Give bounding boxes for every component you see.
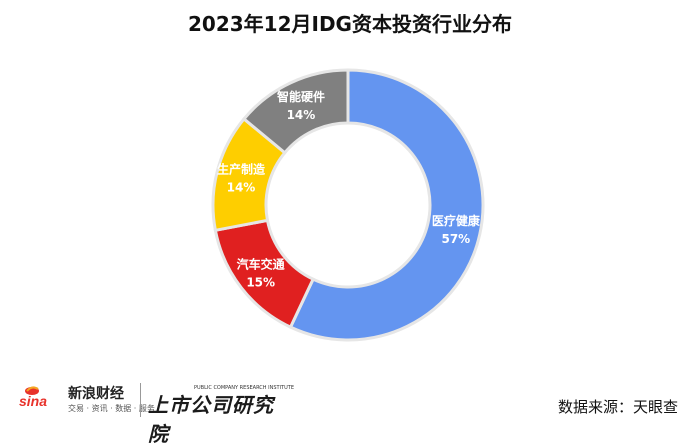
slice-value-4: 14%: [287, 108, 316, 122]
donut-chart: 医疗健康 57% 汽车交通 15% 生产制造 14% 智能硬件 14%: [211, 68, 485, 342]
slice-value-3: 14%: [227, 181, 256, 195]
chart-title: 2023年12月IDG资本投资行业分布: [188, 12, 512, 36]
slice-label-2: 汽车交通: [237, 257, 285, 272]
slice-4: [241, 68, 350, 155]
slice-1: [288, 68, 485, 342]
footer-logos: sina 新浪财经 交易 · 资讯 · 数据 · 服务 PUBLIC COMPA…: [18, 381, 294, 446]
slice-label-3: 生产制造: [217, 162, 266, 177]
slice-value-2: 15%: [246, 276, 275, 290]
sina-logo-text: sina: [19, 393, 47, 409]
slice-value-1: 57%: [441, 232, 470, 246]
sina-logo: sina: [19, 386, 47, 409]
slice-label-4: 智能硬件: [276, 89, 325, 104]
footer-divider: [140, 383, 141, 417]
data-source: 数据来源：天眼查: [557, 398, 678, 416]
sina-brand: 新浪财经: [68, 386, 124, 402]
slice-label-1: 医疗健康: [432, 213, 481, 228]
institute-english-name: PUBLIC COMPANY RESEARCH INSTITUTE: [194, 385, 294, 391]
sina-tags: 交易 · 资讯 · 数据 · 服务: [68, 404, 155, 413]
institute-name: 上市公司研究院: [148, 393, 274, 446]
slice-2: [213, 218, 316, 330]
